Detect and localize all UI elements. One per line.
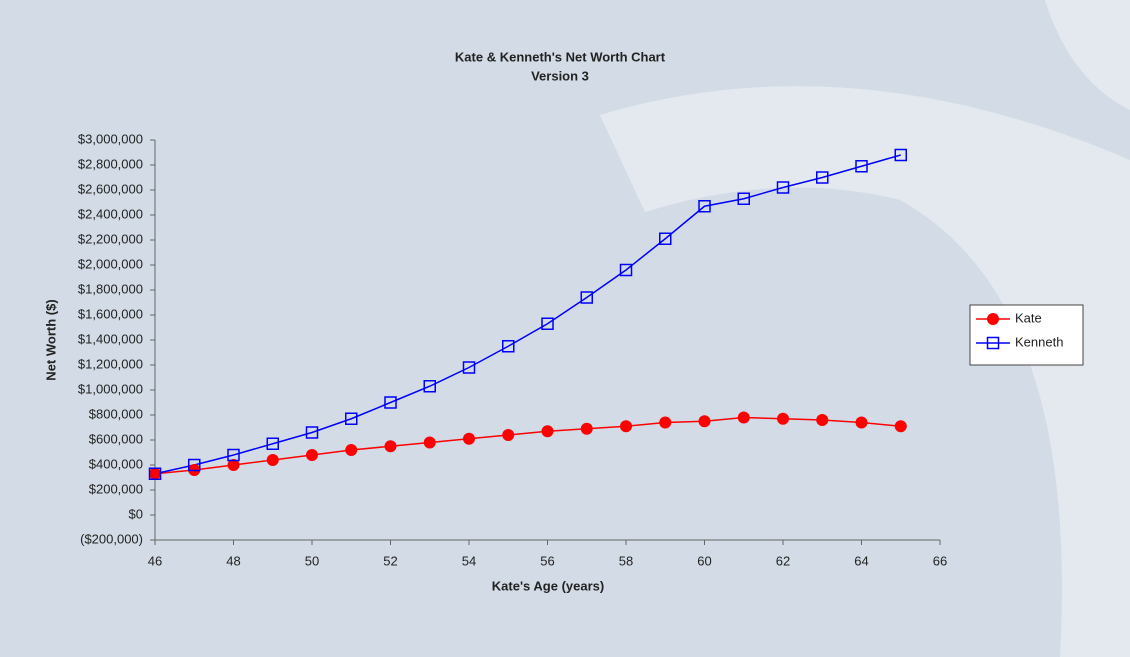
y-tick-label: $2,200,000 <box>78 231 143 246</box>
y-tick-label: $200,000 <box>89 481 143 496</box>
marker <box>266 454 279 466</box>
marker <box>777 412 789 425</box>
marker <box>227 459 240 471</box>
x-axis-title: Kate's Age (years) <box>492 578 604 593</box>
x-tick-label: 58 <box>619 553 633 568</box>
x-tick-label: 56 <box>540 553 554 568</box>
y-tick-label: $2,400,000 <box>78 206 143 221</box>
marker <box>305 426 319 439</box>
marker <box>737 411 750 424</box>
y-tick-label: $2,800,000 <box>78 156 143 171</box>
marker <box>580 291 593 304</box>
y-tick-label: ($200,000) <box>80 531 143 546</box>
marker <box>345 412 358 425</box>
marker <box>384 440 397 453</box>
marker <box>423 436 436 449</box>
x-tick-label: 48 <box>226 553 240 568</box>
marker <box>502 429 515 441</box>
marker <box>502 340 515 353</box>
y-tick-label: $1,800,000 <box>78 281 143 296</box>
chart-title: Kate & Kenneth's Net Worth Chart <box>455 49 666 64</box>
marker <box>345 444 358 456</box>
marker <box>816 171 829 184</box>
y-tick-label: $1,000,000 <box>78 381 143 396</box>
marker <box>541 425 554 438</box>
x-tick-label: 66 <box>933 553 947 568</box>
series-line <box>154 416 901 475</box>
marker <box>148 467 162 480</box>
marker <box>894 420 907 433</box>
marker <box>306 449 318 461</box>
x-tick-label: 54 <box>462 553 476 568</box>
marker <box>816 414 829 426</box>
y-tick-label: $2,600,000 <box>78 181 143 196</box>
legend-label: Kenneth <box>1015 334 1063 349</box>
marker <box>423 380 436 393</box>
y-tick-label: $2,000,000 <box>78 256 143 271</box>
y-tick-label: $0 <box>129 506 143 521</box>
marker <box>462 361 476 374</box>
x-tick-label: 60 <box>697 553 711 568</box>
series-line <box>154 154 901 475</box>
marker <box>659 232 672 245</box>
marker <box>188 458 201 472</box>
chart-subtitle: Version 3 <box>531 68 589 83</box>
y-tick-label: $1,200,000 <box>78 356 143 371</box>
x-tick-label: 52 <box>383 553 397 568</box>
marker <box>384 396 397 409</box>
marker <box>463 432 475 445</box>
legend-marker <box>986 336 1000 350</box>
y-tick-label: $1,600,000 <box>78 306 143 321</box>
marker <box>541 317 554 330</box>
x-tick-label: 50 <box>305 553 319 568</box>
marker <box>698 415 711 428</box>
marker <box>737 192 750 205</box>
marker <box>855 160 868 173</box>
y-tick-label: $3,000,000 <box>78 131 143 146</box>
marker <box>698 200 711 213</box>
marker <box>659 416 672 429</box>
marker <box>227 448 240 462</box>
y-tick-label: $1,400,000 <box>78 331 143 346</box>
x-tick-label: 62 <box>776 553 790 568</box>
marker <box>776 181 790 194</box>
y-tick-label: $600,000 <box>89 431 143 446</box>
marker <box>894 148 907 162</box>
y-axis-title: Net Worth ($) <box>43 299 58 380</box>
marker <box>580 422 593 435</box>
decor <box>1045 0 1130 110</box>
y-tick-label: $800,000 <box>89 406 143 421</box>
y-tick-label: $400,000 <box>89 456 143 471</box>
legend-label: Kate <box>1015 310 1042 325</box>
legend-marker <box>987 313 999 325</box>
marker <box>266 437 279 450</box>
marker <box>149 467 161 480</box>
x-tick-label: 46 <box>148 553 162 568</box>
x-tick-label: 64 <box>854 553 868 568</box>
decor <box>600 86 1130 657</box>
marker <box>855 416 868 429</box>
marker <box>619 263 633 277</box>
marker <box>620 420 632 433</box>
